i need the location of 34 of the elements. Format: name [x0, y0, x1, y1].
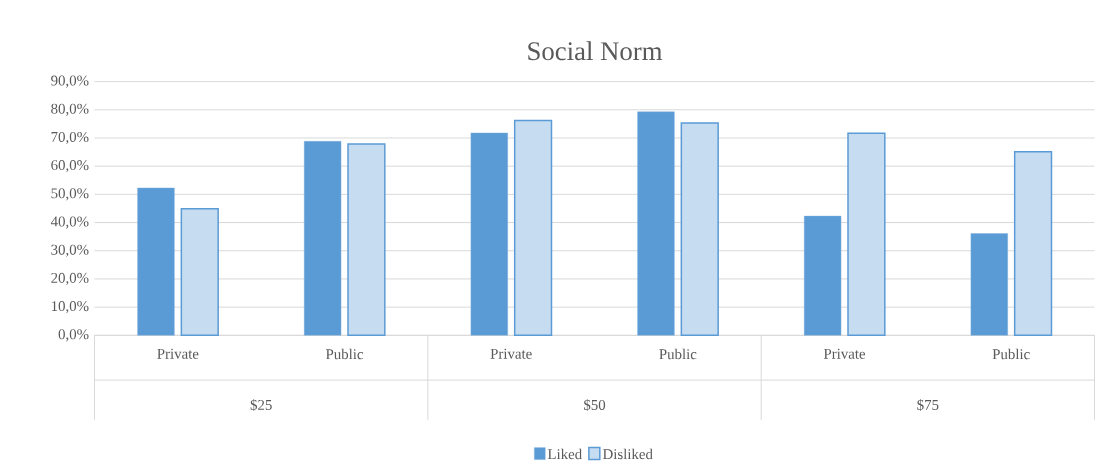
- bar: [847, 132, 886, 337]
- x-tick-label: Public: [325, 348, 364, 360]
- bar: [1013, 151, 1053, 337]
- bar: [347, 143, 386, 337]
- y-tick-label: 80,0%: [51, 103, 89, 117]
- bar: [637, 111, 675, 336]
- y-tick-label: 20,0%: [51, 273, 89, 286]
- bar: [513, 119, 553, 337]
- y-tick-label: 90,0%: [51, 75, 89, 88]
- bar: [180, 208, 219, 337]
- x-tick-label: Private: [490, 348, 532, 359]
- chart-title: Social Norm: [528, 41, 663, 61]
- x-tick-label: Public: [992, 348, 1030, 360]
- text: $75: [917, 399, 939, 412]
- y-tick-label: 30,0%: [51, 244, 89, 257]
- legend-label: Liked: [547, 448, 582, 460]
- x-tick-label: Public: [659, 348, 697, 360]
- bar: [804, 216, 842, 336]
- bar: [304, 141, 342, 336]
- text: $50: [584, 399, 606, 412]
- y-tick-label: 0,0%: [58, 329, 89, 342]
- y-tick-label: 50,0%: [51, 188, 89, 201]
- y-tick-label: 60,0%: [51, 160, 89, 173]
- y-tick-label: 40,0%: [50, 216, 89, 229]
- bar: [137, 187, 175, 336]
- bar: [680, 122, 719, 337]
- x-tick-label: Private: [823, 348, 866, 359]
- bar: [470, 132, 508, 336]
- text: $25: [250, 399, 272, 412]
- x-tick-label: Private: [157, 348, 199, 359]
- legend-label: Disliked: [602, 448, 653, 460]
- y-tick-label: 10,0%: [51, 301, 89, 314]
- bar: [970, 233, 1008, 336]
- y-tick-label: 70,0%: [51, 132, 89, 145]
